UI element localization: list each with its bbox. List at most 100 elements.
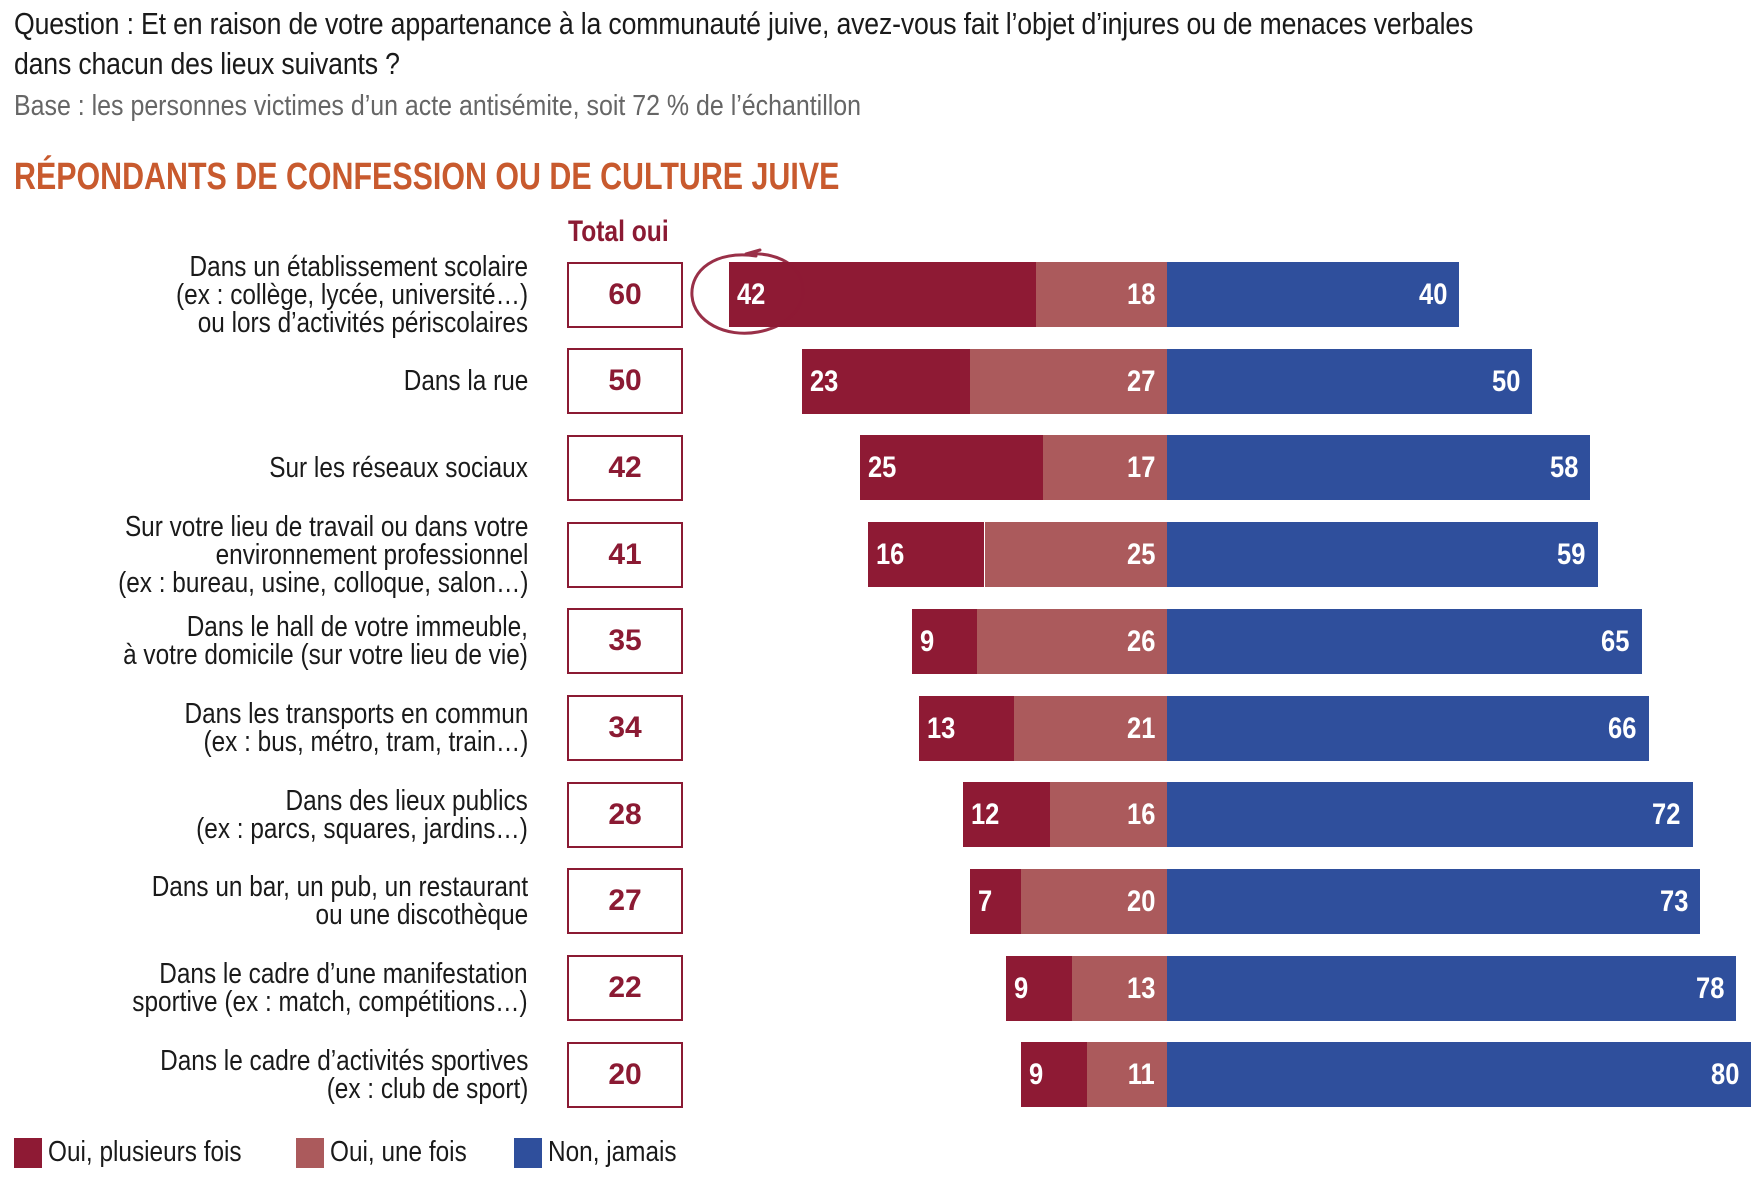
category-label: Dans des lieux publics (ex : parcs, squar… [196, 784, 528, 845]
legend-item-non-jamais: Non, jamais [514, 1136, 701, 1169]
data-label: 17 [1126, 451, 1155, 485]
legend-label: Oui, plusieurs fois [48, 1136, 242, 1168]
bar-oui-une-fois [1072, 955, 1167, 1021]
bar-non-jamais [1167, 262, 1459, 327]
total-oui-value: 42 [567, 434, 683, 501]
legend-item-oui-une: Oui, une fois [296, 1136, 493, 1169]
legend-item-oui-plusieurs: Oui, plusieurs fois [14, 1136, 279, 1169]
bar-oui-plusieurs-fois [1006, 955, 1073, 1021]
legend-label: Non, jamais [548, 1136, 677, 1168]
category-label: Dans le cadre d’une manifestation sportiv… [132, 958, 528, 1019]
bar-oui-une-fois [969, 348, 1167, 414]
data-label: 40 [1418, 278, 1447, 311]
bar-oui-une-fois [977, 608, 1167, 674]
legend-swatch [14, 1137, 42, 1168]
bar-oui-plusieurs-fois [969, 868, 1021, 934]
category-label-line: (ex : club de sport) [326, 1072, 528, 1105]
data-label: 18 [1126, 278, 1155, 311]
category-label-line: Dans le hall de votre immeuble, [186, 611, 529, 644]
data-label: 13 [926, 711, 956, 745]
category-label-line: (ex : bureau, usine, colloque, salon…) [117, 566, 528, 599]
category-label: Sur votre lieu de travail ou dans votre e… [117, 510, 529, 599]
category-label-line: Sur les réseaux sociaux [269, 451, 528, 484]
category-label: Dans les transports en commun (ex : bus, … [184, 698, 528, 758]
data-label: 25 [1126, 538, 1155, 572]
data-label: 21 [1126, 711, 1155, 745]
bar-non-jamais [1167, 348, 1532, 414]
category-label-line: sportive (ex : match, compétitions…) [132, 986, 528, 1019]
bar-oui-une-fois [1086, 1042, 1167, 1108]
data-label: 58 [1550, 451, 1579, 485]
data-label: 73 [1659, 884, 1688, 918]
data-label: 27 [1126, 364, 1155, 398]
category-label-line: (ex : bus, métro, tram, train…) [203, 726, 528, 758]
total-oui-value: 41 [567, 521, 683, 588]
bar-non-jamais [1167, 695, 1649, 761]
legend-swatch [296, 1137, 324, 1168]
total-oui-value: 35 [567, 608, 683, 675]
bar-non-jamais [1167, 435, 1591, 501]
bar-oui-plusieurs-fois [860, 435, 1043, 501]
data-label: 25 [868, 451, 897, 485]
category-label-line: (ex : parcs, squares, jardins…) [196, 812, 528, 845]
legend-label: Oui, une fois [330, 1136, 467, 1168]
bar-oui-une-fois [1013, 695, 1167, 761]
category-label: Dans la rue [403, 365, 528, 398]
data-label: 72 [1652, 798, 1681, 832]
category-label-line: (ex : collège, lycée, université…) [175, 278, 528, 311]
total-oui-value: 50 [567, 348, 683, 415]
category-label-line: ou une discothèque [315, 899, 528, 932]
data-label: 16 [1126, 798, 1155, 832]
total-oui-value: 34 [567, 695, 683, 761]
data-label: 11 [1128, 1058, 1155, 1092]
data-label: 13 [1126, 971, 1155, 1005]
data-label: 23 [810, 364, 839, 398]
bar-oui-plusieurs-fois [729, 262, 1036, 327]
category-label-line: Dans la rue [403, 365, 528, 398]
bar-oui-plusieurs-fois [918, 695, 1014, 761]
bar-oui-plusieurs-fois [911, 608, 978, 674]
legend-swatch [514, 1137, 542, 1168]
total-oui-value: 22 [567, 955, 683, 1022]
category-label-line: Dans le cadre d’une manifestation [159, 958, 528, 991]
data-label: 20 [1126, 884, 1155, 918]
total-oui-value: 28 [567, 781, 683, 848]
bar-non-jamais [1167, 955, 1737, 1021]
section-title: RÉPONDANTS DE CONFESSION OU DE CULTURE J… [14, 156, 840, 198]
category-label-line: Sur votre lieu de travail ou dans votre [124, 510, 529, 543]
bar-non-jamais [1167, 1042, 1751, 1108]
total-oui-value: 60 [567, 261, 683, 328]
data-label: 7 [977, 884, 993, 918]
total-oui-value: 20 [567, 1041, 683, 1108]
bar-non-jamais [1167, 522, 1598, 588]
bar-oui-plusieurs-fois [1021, 1042, 1087, 1108]
base-note: Base : les personnes victimes d’un acte … [14, 90, 862, 122]
data-label: 16 [875, 538, 905, 572]
data-label: 12 [970, 798, 999, 832]
category-label-line: Dans les transports en commun [184, 698, 528, 730]
category-label-line: ou lors d’activités périscolaires [197, 306, 528, 339]
bar-non-jamais [1167, 868, 1700, 934]
category-label: Dans un bar, un pub, un restaurant ou une… [151, 871, 528, 932]
data-label: 9 [1029, 1058, 1044, 1092]
category-label-line: Dans le cadre d’activités sportives [159, 1044, 528, 1077]
data-label: 59 [1557, 538, 1586, 572]
category-label-line: environnement professionnel [215, 538, 528, 571]
data-label: 9 [919, 624, 934, 658]
category-label-line: Dans des lieux publics [285, 784, 528, 817]
data-label: 80 [1710, 1058, 1739, 1092]
data-label: 26 [1126, 624, 1155, 658]
category-label: Dans un établissement scolaire (ex : coll… [175, 250, 528, 339]
bar-oui-une-fois [1042, 435, 1167, 501]
category-label-line: Dans un établissement scolaire [189, 250, 528, 283]
bar-oui-une-fois [1050, 782, 1167, 848]
data-label: 66 [1608, 711, 1637, 745]
category-label: Dans le cadre d’activités sportives (ex :… [159, 1044, 528, 1105]
bar-oui-plusieurs-fois [867, 522, 985, 588]
category-label-line: à votre domicile (sur votre lieu de vie) [123, 639, 528, 672]
data-label: 65 [1601, 624, 1630, 658]
bar-non-jamais [1167, 608, 1642, 674]
category-label-line: Dans un bar, un pub, un restaurant [151, 871, 528, 904]
category-label: Dans le hall de votre immeuble, à votre d… [123, 611, 529, 672]
bar-oui-plusieurs-fois [802, 348, 970, 414]
